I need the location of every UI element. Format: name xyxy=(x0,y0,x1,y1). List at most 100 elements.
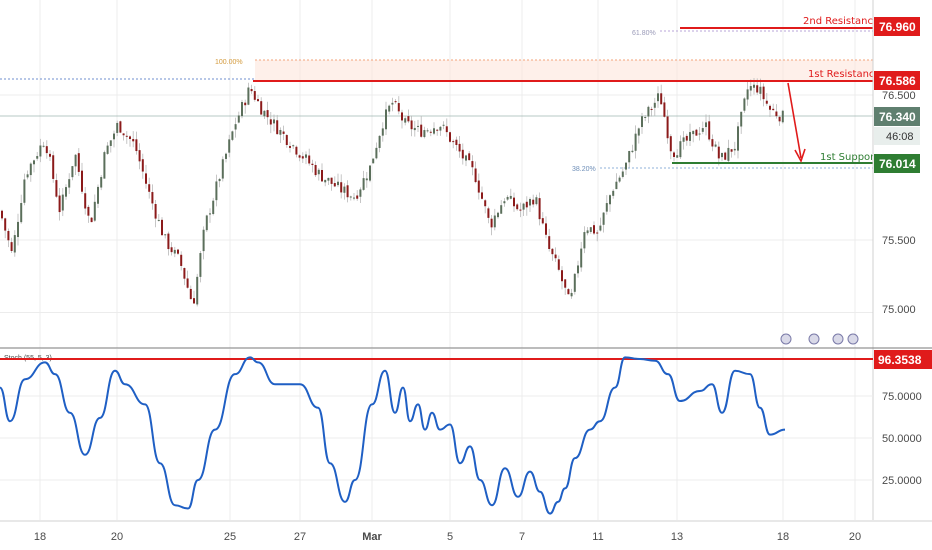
candle-192 xyxy=(615,173,618,190)
candle-136 xyxy=(436,128,439,136)
event-icon-4[interactable] xyxy=(847,333,859,345)
candle-126 xyxy=(404,115,407,126)
candle-74 xyxy=(237,111,240,124)
candle-220 xyxy=(705,114,707,136)
candle-206 xyxy=(660,84,663,105)
candle-123 xyxy=(394,99,397,104)
candle-19 xyxy=(61,188,64,217)
event-icon-2[interactable] xyxy=(808,333,820,345)
candle-115 xyxy=(369,165,371,183)
candle-17 xyxy=(55,173,58,198)
candle-146 xyxy=(468,151,471,161)
candle-106 xyxy=(340,174,343,199)
resistance1-tag xyxy=(874,71,920,90)
candle-110 xyxy=(353,193,355,201)
candle-132 xyxy=(423,126,426,139)
candle-99 xyxy=(317,168,320,181)
resistance2-tag xyxy=(874,17,920,36)
grid-lines xyxy=(0,0,873,348)
candle-29 xyxy=(93,194,96,222)
candle-179 xyxy=(573,273,576,295)
candle-75 xyxy=(241,99,243,119)
candle-189 xyxy=(605,195,608,215)
candle-182 xyxy=(583,226,586,254)
candle-118 xyxy=(378,135,381,153)
candle-166 xyxy=(532,194,535,208)
candle-27 xyxy=(87,204,90,223)
candle-119 xyxy=(381,122,384,142)
candle-232 xyxy=(743,97,746,113)
candle-199 xyxy=(637,127,640,144)
candle-53 xyxy=(170,242,173,256)
candle-131 xyxy=(420,116,423,138)
price-axis-panel xyxy=(873,0,932,350)
candle-145 xyxy=(465,154,467,167)
candle-177 xyxy=(567,288,570,295)
candle-222 xyxy=(711,134,714,152)
candle-216 xyxy=(692,130,695,143)
candle-213 xyxy=(682,131,685,150)
candle-109 xyxy=(349,195,352,201)
candle-116 xyxy=(372,158,375,164)
candle-21 xyxy=(68,173,71,194)
event-icon-1[interactable] xyxy=(780,333,792,345)
x-label-6: 7 xyxy=(519,531,525,543)
support1-tag-value: 76.014 xyxy=(879,157,916,171)
candle-37 xyxy=(119,120,122,134)
candle-186 xyxy=(596,230,599,242)
candle-55 xyxy=(177,248,179,256)
candle-47 xyxy=(151,184,154,210)
candle-173 xyxy=(554,247,557,262)
candle-111 xyxy=(356,190,359,201)
candle-244 xyxy=(781,109,784,124)
candle-141 xyxy=(452,139,455,149)
candle-64 xyxy=(205,214,208,232)
candle-137 xyxy=(439,126,442,136)
candle-241 xyxy=(772,103,775,111)
x-label-0: 18 xyxy=(34,531,46,543)
candle-2 xyxy=(7,228,10,248)
price-tick-75500: 75.500 xyxy=(882,235,916,247)
candle-107 xyxy=(343,183,346,200)
candle-15 xyxy=(49,150,51,162)
candle-31 xyxy=(100,175,103,191)
x-label-2: 25 xyxy=(224,531,236,543)
x-label-5: 5 xyxy=(447,531,453,543)
candle-193 xyxy=(618,175,621,183)
candle-65 xyxy=(209,208,211,223)
candle-138 xyxy=(442,121,445,130)
candle-223 xyxy=(714,141,717,148)
candle-38 xyxy=(122,133,125,141)
candle-80 xyxy=(257,94,259,102)
candle-30 xyxy=(97,184,99,209)
event-icons[interactable] xyxy=(780,333,859,345)
candle-163 xyxy=(522,202,525,217)
candle-139 xyxy=(445,118,448,137)
candle-62 xyxy=(199,251,202,283)
candle-129 xyxy=(413,120,416,137)
candle-100 xyxy=(321,163,323,182)
candle-180 xyxy=(577,260,579,278)
candle-147 xyxy=(471,155,474,176)
candle-102 xyxy=(327,177,330,185)
stoch-level-tag xyxy=(874,350,932,369)
candle-86 xyxy=(276,114,279,135)
candle-217 xyxy=(695,128,698,136)
current-price-tag xyxy=(874,107,920,126)
candle-5 xyxy=(17,213,19,246)
candle-161 xyxy=(516,202,519,211)
candle-103 xyxy=(330,177,333,191)
candle-6 xyxy=(20,194,23,224)
fib-618-label: 61.80% xyxy=(632,30,656,37)
candle-165 xyxy=(529,197,531,213)
stoch-tick-50: 50.0000 xyxy=(882,433,922,445)
candle-160 xyxy=(513,192,515,212)
candle-130 xyxy=(417,119,419,133)
event-icon-3[interactable] xyxy=(832,333,844,345)
candle-117 xyxy=(375,142,378,160)
candle-231 xyxy=(740,111,743,134)
countdown-value: 46:08 xyxy=(886,131,914,143)
candle-63 xyxy=(202,226,205,260)
candle-135 xyxy=(433,122,435,136)
candle-175 xyxy=(561,266,563,290)
